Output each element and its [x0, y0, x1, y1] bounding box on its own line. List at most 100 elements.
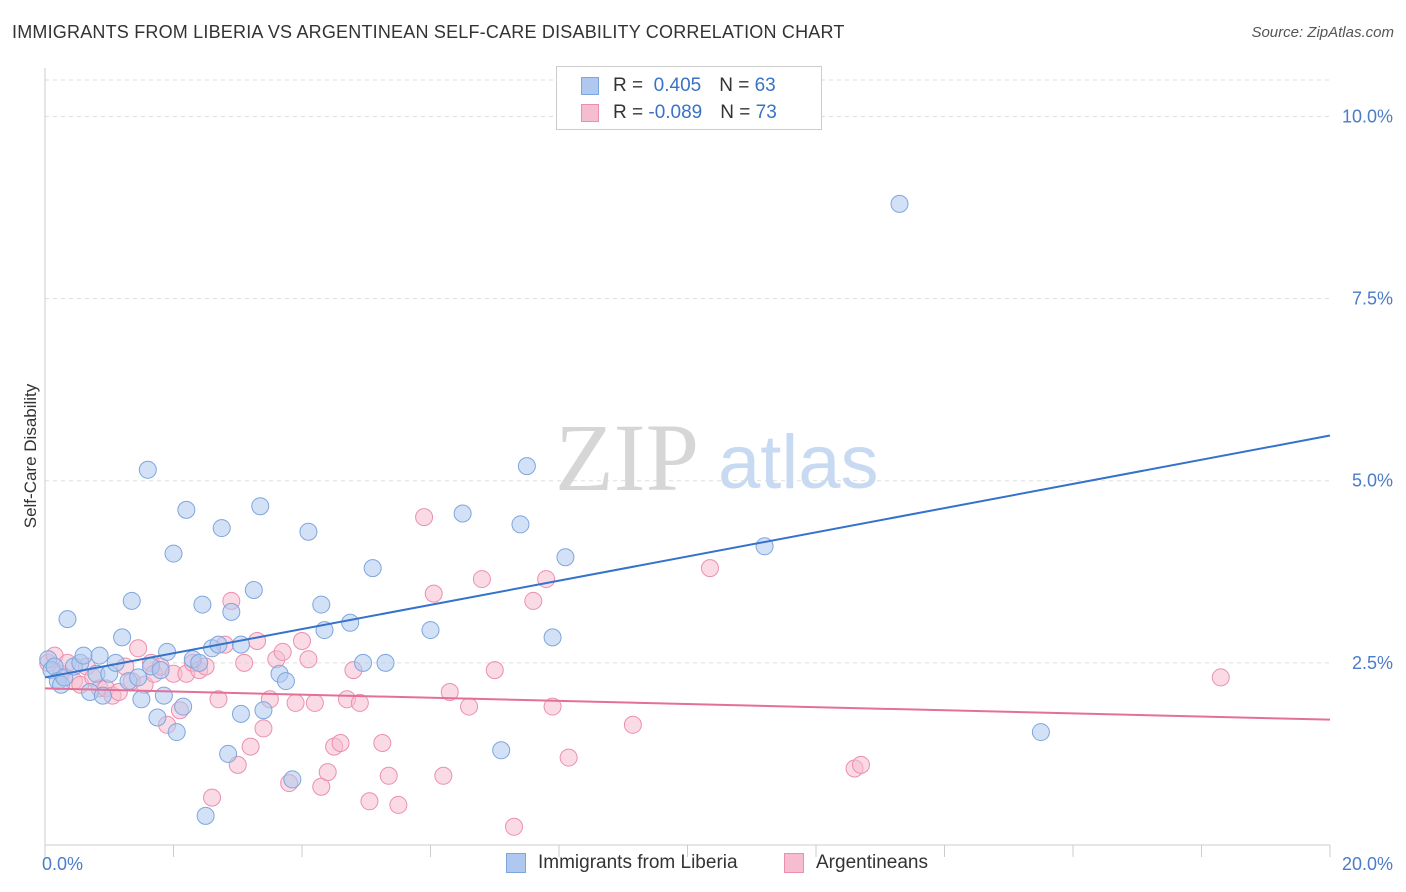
liberia-point [113, 628, 132, 647]
liberia-point [93, 686, 112, 705]
liberia-point [517, 457, 536, 476]
argentinean-point [318, 763, 337, 782]
liberia-point [1031, 723, 1050, 742]
argentinean-point [129, 639, 148, 658]
argentinean-point [203, 788, 222, 807]
argentinean-point [460, 697, 479, 716]
liberia-point [122, 591, 141, 610]
liberia-point [543, 628, 562, 647]
legend-swatch-blue [506, 853, 526, 873]
argentinean-point [851, 755, 870, 774]
liberia-point [421, 621, 440, 640]
argentinean-point [434, 766, 453, 785]
argentinean-point [700, 559, 719, 578]
liberia-point [167, 723, 186, 742]
argentinean-point [209, 690, 228, 709]
liberia-point [299, 522, 318, 541]
liberia-point [193, 595, 212, 614]
legend-row-argentineans: R = -0.089 N = 73 [581, 102, 777, 124]
legend-row-liberia: R = 0.405 N = 63 [581, 75, 776, 97]
argentinean-point [331, 734, 350, 752]
legend-swatch-pink [784, 853, 804, 873]
series-liberia [39, 194, 1050, 825]
liberia-point [376, 653, 395, 672]
legend-item-argentineans[interactable]: Argentineans [784, 852, 928, 874]
liberia-point [354, 653, 373, 672]
x-tick-label: 0.0% [42, 854, 83, 874]
liberia-point [492, 741, 511, 760]
series-legend: Immigrants from Liberia Argentineans [0, 852, 1406, 878]
x-tick-label: 20.0% [1342, 854, 1393, 874]
argentinean-point [379, 766, 398, 785]
liberia-point [276, 672, 295, 691]
y-tick-label: 7.5% [1352, 289, 1393, 309]
argentinean-point [248, 632, 267, 650]
legend-swatch-blue [581, 77, 599, 95]
liberia-point [154, 686, 173, 705]
argentinean-point [305, 693, 324, 712]
watermark-atlas: atlas [718, 420, 879, 505]
liberia-point [251, 497, 270, 516]
y-tick-label: 5.0% [1352, 471, 1393, 491]
y-tick-label: 2.5% [1352, 653, 1393, 673]
argentinean-point [505, 817, 524, 836]
legend-n-label: N = [719, 75, 755, 96]
argentinean-point [241, 737, 260, 756]
watermark-zip: ZIP [555, 404, 699, 511]
argentinean-point [286, 693, 305, 712]
liberia-point [283, 770, 302, 789]
liberia-point [58, 610, 77, 629]
argentinean-point [235, 653, 254, 672]
liberia-point [219, 744, 238, 763]
argentinean-point [254, 719, 273, 738]
legend-label-liberia: Immigrants from Liberia [538, 852, 738, 873]
legend-label-argentineans: Argentineans [816, 852, 928, 873]
argentinean-point [293, 632, 311, 650]
y-axis-label: Self-Care Disability [21, 383, 40, 528]
argentinean-point [273, 642, 292, 661]
trend-lines [44, 434, 1331, 721]
liberia-point [151, 661, 170, 680]
source-label: Source: ZipAtlas.com [1251, 24, 1394, 41]
argentinean-point [424, 584, 443, 603]
argentinean-point [373, 734, 392, 752]
liberia-trend-line [44, 434, 1331, 679]
liberia-point [231, 704, 250, 723]
liberia-point [174, 697, 193, 716]
tick-labels: 2.5% 5.0% 7.5% 10.0% 0.0% 20.0% [42, 106, 1393, 874]
legend-r-value: 0.405 [648, 75, 702, 96]
liberia-point [890, 194, 909, 213]
liberia-point [90, 646, 109, 665]
legend-swatch-pink [581, 104, 599, 122]
liberia-point [212, 519, 231, 538]
argentinean-point [524, 591, 543, 610]
liberia-point [148, 708, 167, 727]
watermark: ZIP atlas [555, 404, 879, 511]
argentinean-point [299, 650, 318, 669]
argentinean-point [485, 661, 504, 680]
liberia-point [511, 515, 530, 534]
liberia-point [312, 595, 331, 614]
legend-r-label: R = [613, 75, 649, 96]
argentinean-point [1211, 668, 1230, 687]
liberia-point [244, 581, 263, 599]
liberia-point [177, 500, 196, 519]
legend-item-liberia[interactable]: Immigrants from Liberia [506, 852, 738, 874]
liberia-point [341, 613, 360, 632]
argentinean-trend-line [44, 687, 1331, 721]
argentinean-point [360, 792, 379, 811]
y-tick-label: 10.0% [1342, 106, 1393, 126]
liberia-point [158, 642, 177, 661]
grid-lines [45, 79, 1332, 664]
legend-n-label: N = [720, 102, 756, 123]
liberia-point [74, 646, 93, 665]
liberia-point [556, 548, 575, 567]
argentinean-point [440, 683, 459, 701]
liberia-point [196, 806, 215, 825]
liberia-point [138, 460, 157, 479]
argentinean-point [559, 748, 578, 767]
chart-title: IMMIGRANTS FROM LIBERIA VS ARGENTINEAN S… [12, 22, 845, 42]
argentinean-point [472, 570, 491, 589]
argentinean-point [389, 795, 408, 814]
argentinean-point [415, 508, 434, 527]
